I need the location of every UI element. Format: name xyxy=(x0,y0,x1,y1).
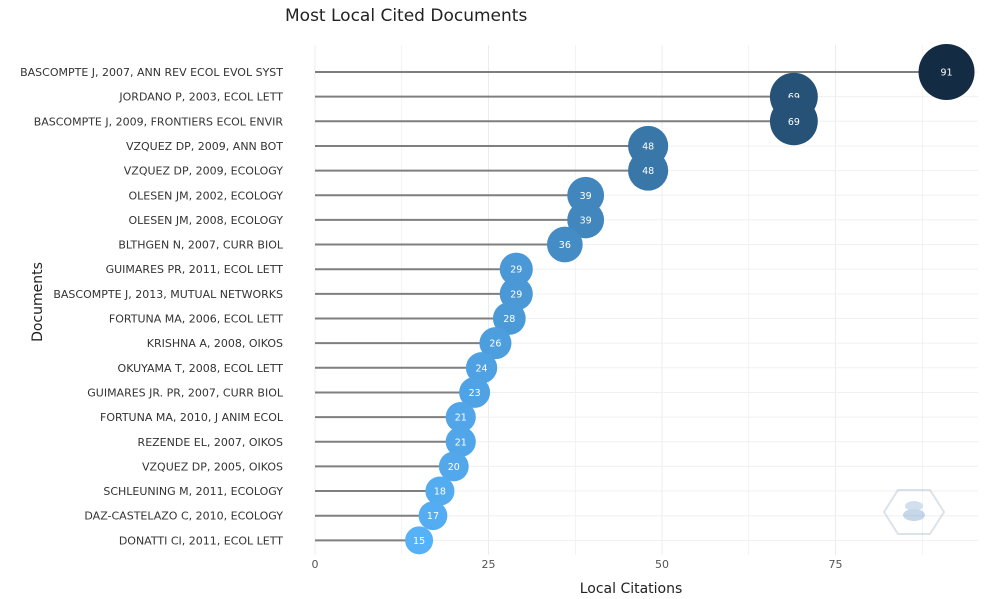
y-tick-label: DONATTI CI, 2011, ECOL LETT xyxy=(119,534,283,547)
y-tick-label: VZQUEZ DP, 2009, ANN BOT xyxy=(126,140,283,153)
lollipop-point xyxy=(465,352,498,384)
x-tick-label: 75 xyxy=(829,558,843,571)
data-label: 15 xyxy=(413,536,425,547)
y-tick-label: SCHLEUNING M, 2011, ECOLOGY xyxy=(103,485,283,498)
y-tick-label: BLTHGEN N, 2007, CURR BIOL xyxy=(118,239,284,252)
y-tick-label: BASCOMPTE J, 2009, FRONTIERS ECOL ENVIR xyxy=(34,115,284,128)
y-tick-label: GUIMARES PR, 2011, ECOL LETT xyxy=(106,263,284,276)
lollipop-point xyxy=(546,226,583,263)
y-tick-label: BASCOMPTE J, 2013, MUTUAL NETWORKS xyxy=(53,288,283,301)
y-tick-label: FORTUNA MA, 2010, J ANIM ECOL xyxy=(100,411,284,424)
lollipop-point xyxy=(445,426,476,457)
x-tick-label: 0 xyxy=(312,558,319,571)
lollipop-point xyxy=(459,376,491,408)
lollipop-point xyxy=(918,44,975,100)
y-tick-label: BASCOMPTE J, 2007, ANN REV ECOL EVOL SYS… xyxy=(20,66,283,79)
y-tick-label: REZENDE EL, 2007, OIKOS xyxy=(138,436,283,449)
lollipop-point xyxy=(425,476,455,506)
chart-title: Most Local Cited Documents xyxy=(285,6,528,26)
y-tick-label: KRISHNA A, 2008, OIKOS xyxy=(147,337,283,350)
lollipop-point xyxy=(769,97,818,146)
data-label: 28 xyxy=(503,314,515,325)
data-label: 26 xyxy=(489,339,501,350)
y-tick-label: OKUYAMA T, 2008, ECOL LETT xyxy=(118,362,284,375)
y-axis-title: Documents xyxy=(30,262,46,342)
lollipop-point xyxy=(492,302,526,335)
data-label: 24 xyxy=(476,363,488,374)
data-label: 23 xyxy=(469,388,481,399)
lollipop-point xyxy=(445,401,476,433)
watermark-logo-icon xyxy=(882,489,946,535)
y-tick-label: VZQUEZ DP, 2009, ECOLOGY xyxy=(124,165,283,178)
y-tick-label: JORDANO P, 2003, ECOL LETT xyxy=(118,91,283,104)
y-tick-label: OLESEN JM, 2002, ECOLOGY xyxy=(129,189,284,202)
data-label: 48 xyxy=(642,166,654,177)
lollipop-point xyxy=(479,327,512,360)
data-label: 18 xyxy=(434,487,446,498)
data-label: 39 xyxy=(580,191,592,202)
lollipop-point xyxy=(418,501,448,531)
lollipop-point xyxy=(405,526,434,555)
data-label: 21 xyxy=(455,437,467,448)
y-tick-label: FORTUNA MA, 2006, ECOL LETT xyxy=(109,313,283,326)
data-label: 39 xyxy=(580,215,592,226)
lollipop-point xyxy=(438,451,469,482)
data-label: 20 xyxy=(448,462,460,473)
y-tick-label: DAZ-CASTELAZO C, 2010, ECOLOGY xyxy=(84,510,283,523)
x-tick-label: 25 xyxy=(482,558,496,571)
x-axis-title: Local Citations xyxy=(579,581,683,597)
x-tick-label: 50 xyxy=(655,558,669,571)
y-tick-label: OLESEN JM, 2008, ECOLOGY xyxy=(129,214,284,227)
data-label: 17 xyxy=(427,511,439,522)
y-tick-label: GUIMARES JR. PR, 2007, CURR BIOL xyxy=(87,386,284,399)
data-label: 91 xyxy=(940,68,952,79)
y-tick-label: VZQUEZ DP, 2005, OIKOS xyxy=(142,460,283,473)
data-label: 29 xyxy=(510,289,522,300)
data-label: 48 xyxy=(642,141,654,152)
lollipop-point xyxy=(499,252,533,286)
data-label: 21 xyxy=(455,413,467,424)
data-label: 69 xyxy=(788,117,800,128)
lollipop-point xyxy=(567,201,605,239)
lollipop-point xyxy=(499,277,533,311)
data-label: 36 xyxy=(559,240,571,251)
data-label: 29 xyxy=(510,265,522,276)
lollipop-point xyxy=(628,150,669,191)
